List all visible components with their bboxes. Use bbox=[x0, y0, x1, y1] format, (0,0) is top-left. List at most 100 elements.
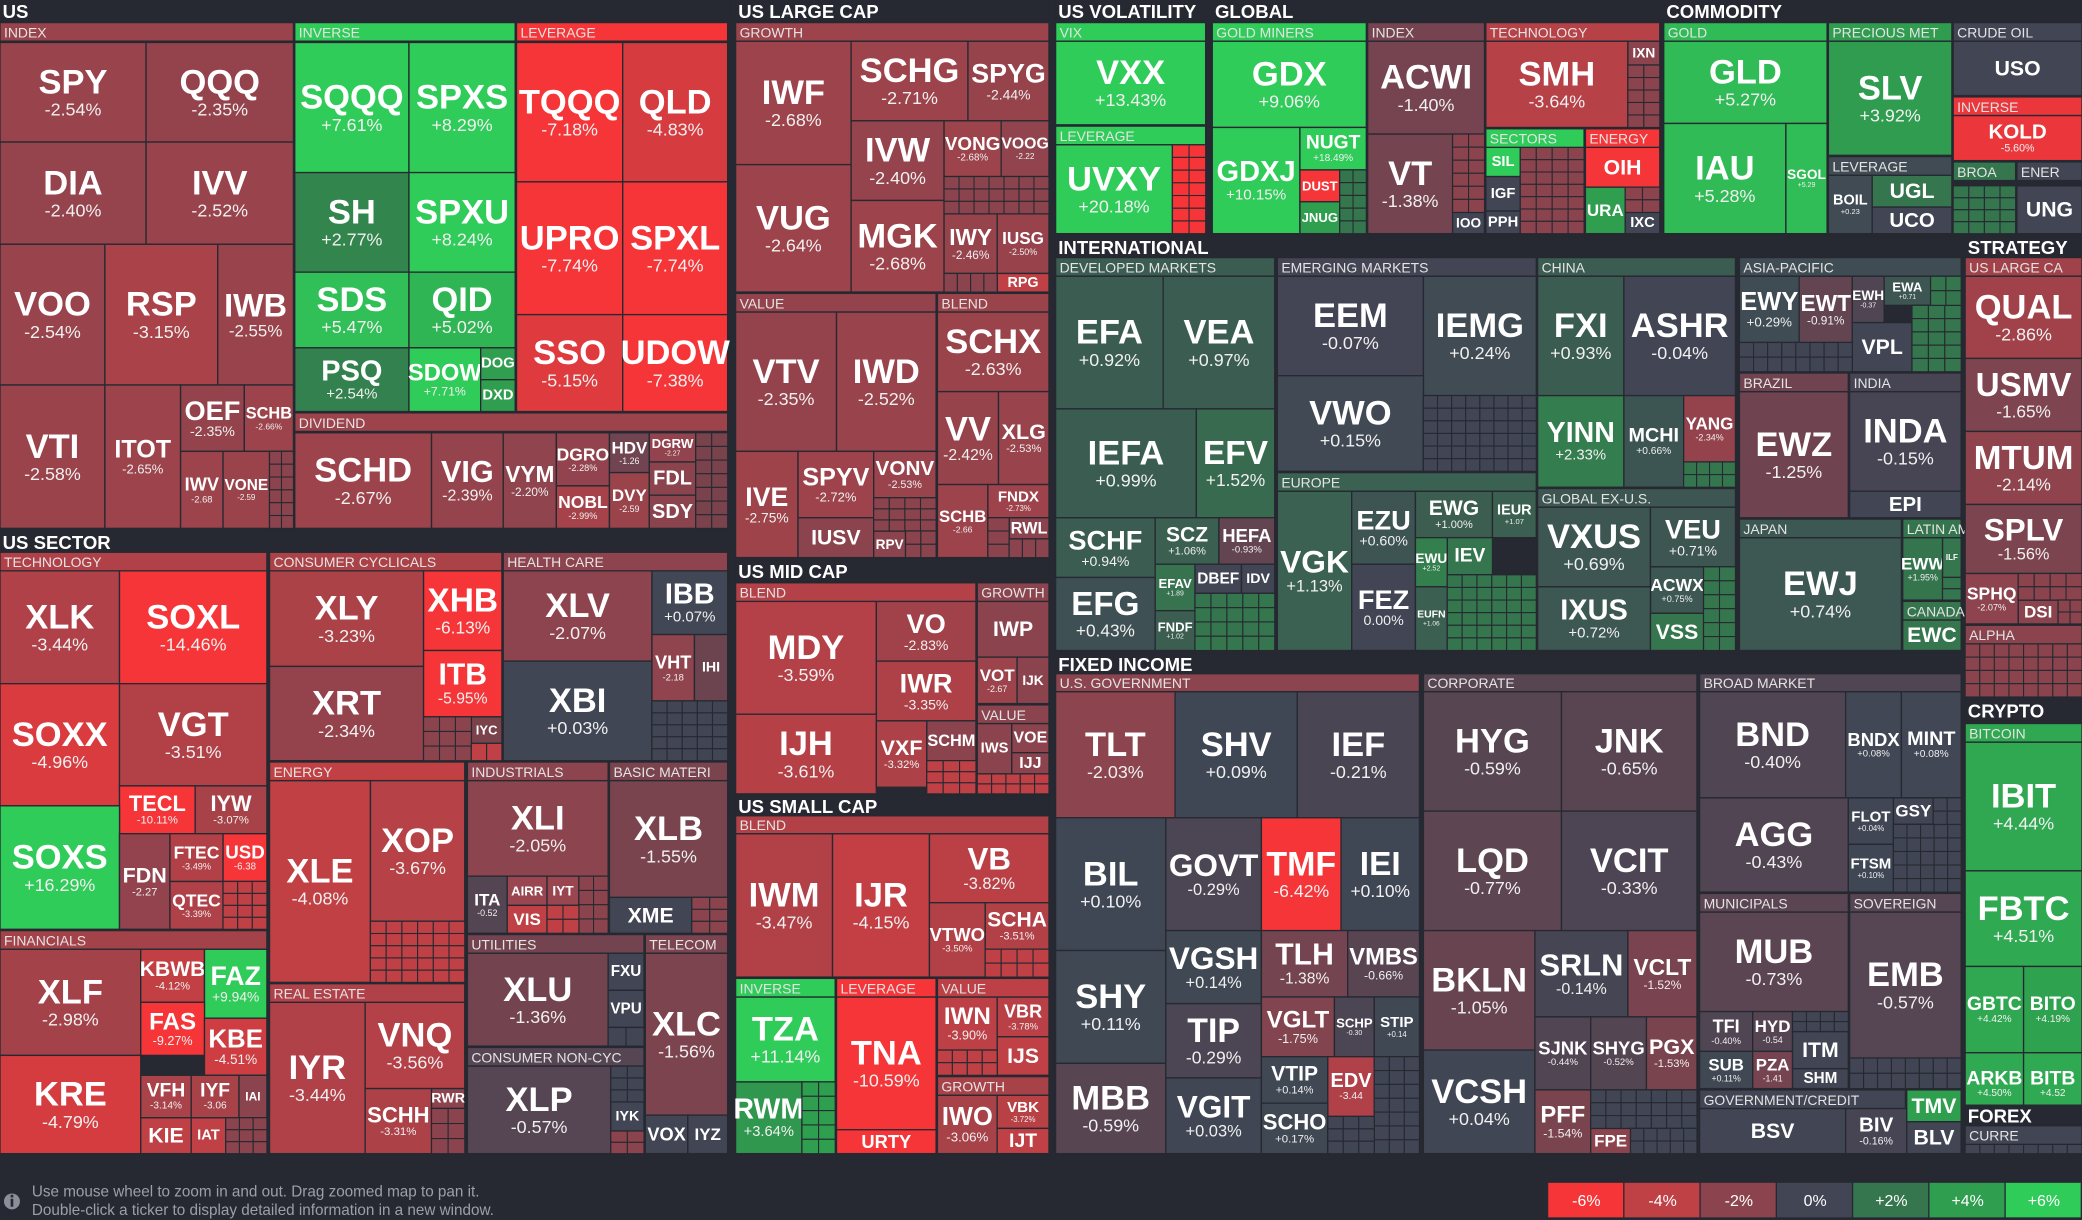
ticker-tile[interactable]: GOVT-0.29% bbox=[1165, 817, 1263, 932]
ticker-tile[interactable]: SCHO+0.17% bbox=[1260, 1102, 1329, 1155]
ticker-tile[interactable]: VOO-2.54% bbox=[0, 243, 106, 386]
ticker-tile[interactable]: XLI-2.05% bbox=[466, 779, 609, 877]
ticker-tile[interactable]: EPI bbox=[1848, 490, 1962, 519]
ticker-tile[interactable]: XOP-3.67% bbox=[369, 779, 466, 922]
ticker-tile[interactable]: FXI+0.93% bbox=[1536, 275, 1625, 397]
ticker-tile[interactable]: VO-2.83% bbox=[875, 600, 977, 662]
ticker-tile[interactable]: IHI bbox=[693, 633, 729, 702]
ticker-tile[interactable]: VV-2.42% bbox=[936, 390, 1000, 486]
ticker-tile[interactable]: SGOL+5.29 bbox=[1785, 122, 1828, 235]
ticker-tile[interactable]: IEUR+1.07 bbox=[1491, 490, 1537, 539]
ticker-tile[interactable]: HDV-1.26 bbox=[608, 432, 650, 474]
ticker-tile[interactable]: IWB-2.55% bbox=[217, 243, 295, 386]
ticker-tile[interactable]: SCZ+1.06% bbox=[1154, 517, 1220, 565]
ticker-tile[interactable]: VOT-2.67 bbox=[976, 656, 1018, 705]
ticker-tile[interactable]: IYW-3.07% bbox=[194, 785, 268, 835]
ticker-tile[interactable]: ITM bbox=[1791, 1030, 1849, 1070]
ticker-tile[interactable]: URA bbox=[1584, 186, 1626, 235]
ticker-tile[interactable]: IJT bbox=[996, 1127, 1050, 1155]
ticker-tile[interactable]: IEMG+0.24% bbox=[1422, 275, 1537, 397]
ticker-tile[interactable]: SIL bbox=[1485, 146, 1522, 178]
ticker-tile[interactable]: IWM-3.47% bbox=[734, 833, 834, 978]
ticker-tile[interactable]: VTV-2.35% bbox=[734, 311, 838, 453]
ticker-tile[interactable]: BIV-0.16% bbox=[1844, 1107, 1908, 1155]
ticker-tile[interactable]: VEU+0.71% bbox=[1649, 506, 1737, 568]
ticker-tile[interactable]: DBEF bbox=[1194, 563, 1243, 595]
ticker-tile[interactable]: VB-3.82% bbox=[928, 833, 1050, 904]
ticker-tile[interactable]: BLV bbox=[1906, 1121, 1962, 1155]
ticker-tile[interactable]: FBTC+4.51% bbox=[1964, 870, 2082, 968]
ticker-tile[interactable]: VPL bbox=[1851, 321, 1913, 373]
ticker-tile[interactable]: EUFN+1.06 bbox=[1414, 586, 1448, 652]
ticker-tile[interactable]: IWY-2.46% bbox=[943, 213, 998, 275]
ticker-tile[interactable]: HEFA-0.93% bbox=[1218, 517, 1276, 565]
ticker-tile[interactable]: IEF-0.21% bbox=[1296, 690, 1421, 819]
ticker-tile[interactable]: IEFA+0.99% bbox=[1054, 408, 1198, 519]
ticker-tile[interactable]: EDV-3.44 bbox=[1327, 1056, 1375, 1118]
ticker-tile[interactable]: QQQ-2.35% bbox=[145, 41, 295, 143]
ticker-tile[interactable]: VBR-3.78% bbox=[996, 996, 1050, 1038]
ticker-tile[interactable]: BITO+4.19% bbox=[2022, 965, 2082, 1054]
ticker-tile[interactable]: VPU bbox=[607, 989, 645, 1029]
ticker-tile[interactable]: SRLN-0.14% bbox=[1534, 929, 1629, 1018]
ticker-tile[interactable]: OEF-2.35% bbox=[179, 384, 245, 453]
ticker-tile[interactable]: IJK bbox=[1016, 656, 1050, 705]
ticker-tile[interactable]: SPY-2.54% bbox=[0, 41, 147, 143]
ticker-tile[interactable]: IEI+0.10% bbox=[1340, 817, 1421, 932]
ticker-tile[interactable]: FTSM+0.10% bbox=[1847, 843, 1895, 893]
ticker-tile[interactable]: BSV bbox=[1698, 1107, 1847, 1155]
ticker-tile[interactable]: UDOW-7.38% bbox=[621, 313, 731, 413]
ticker-tile[interactable]: VXX+13.43% bbox=[1054, 40, 1207, 126]
ticker-tile[interactable]: JNK-0.65% bbox=[1560, 690, 1698, 812]
ticker-tile[interactable]: URTY bbox=[835, 1129, 937, 1155]
ticker-tile[interactable]: UPRO-7.74% bbox=[515, 181, 624, 316]
ticker-tile[interactable]: RWM+3.64% bbox=[734, 1081, 804, 1155]
ticker-tile[interactable]: VSS bbox=[1649, 612, 1705, 652]
ticker-tile[interactable]: VOX bbox=[644, 1114, 689, 1155]
ticker-tile[interactable]: OIH bbox=[1584, 146, 1661, 188]
ticker-tile[interactable]: EEM-0.07% bbox=[1276, 275, 1425, 377]
ticker-tile[interactable]: MGK-2.68% bbox=[850, 199, 945, 293]
ticker-tile[interactable]: SHM bbox=[1791, 1067, 1849, 1090]
ticker-tile[interactable]: IOO bbox=[1451, 211, 1486, 235]
ticker-tile[interactable]: SDY bbox=[648, 494, 697, 530]
ticker-tile[interactable]: VCSH+0.04% bbox=[1422, 1049, 1536, 1155]
ticker-tile[interactable]: MTUM-2.14% bbox=[1964, 430, 2082, 506]
ticker-tile[interactable]: FLOT+0.04% bbox=[1847, 797, 1895, 845]
ticker-tile[interactable]: VEA+0.97% bbox=[1162, 275, 1276, 410]
ticker-tile[interactable]: KBWB-4.12% bbox=[140, 948, 206, 1003]
ticker-tile[interactable]: IWF-2.68% bbox=[734, 40, 852, 166]
ticker-tile[interactable]: VOE bbox=[1011, 722, 1050, 754]
ticker-tile[interactable]: LQD-0.77% bbox=[1422, 810, 1563, 932]
ticker-tile[interactable]: EMB-0.57% bbox=[1848, 911, 1962, 1059]
ticker-tile[interactable]: GDXJ+10.15% bbox=[1211, 126, 1301, 235]
ticker-tile[interactable]: XLP-0.57% bbox=[466, 1065, 612, 1155]
ticker-tile[interactable]: GDX+9.06% bbox=[1211, 40, 1367, 129]
ticker-tile[interactable]: FDN-2.27 bbox=[118, 833, 171, 930]
ticker-tile[interactable]: SHY+0.11% bbox=[1054, 949, 1167, 1065]
ticker-tile[interactable]: SCHM bbox=[926, 720, 977, 762]
ticker-tile[interactable]: XLU-1.36% bbox=[466, 952, 609, 1047]
ticker-tile[interactable]: RWL bbox=[1008, 517, 1050, 540]
ticker-tile[interactable]: IVW-2.40% bbox=[850, 120, 945, 202]
ticker-tile[interactable]: VT-1.38% bbox=[1366, 133, 1454, 235]
ticker-tile[interactable]: TMV bbox=[1906, 1089, 1962, 1123]
ticker-tile[interactable]: FAS-9.27% bbox=[140, 1001, 206, 1057]
ticker-tile[interactable]: DUST bbox=[1299, 169, 1341, 203]
ticker-tile[interactable]: ITOT-2.65% bbox=[104, 384, 182, 530]
ticker-tile[interactable]: KBE-4.51% bbox=[203, 1017, 268, 1076]
ticker-tile[interactable]: IXC bbox=[1624, 211, 1661, 235]
ticker-tile[interactable]: IWN-3.90% bbox=[936, 996, 998, 1051]
ticker-tile[interactable]: KOLD-5.60% bbox=[1952, 114, 2082, 162]
ticker-tile[interactable]: STIP+0.14 bbox=[1373, 996, 1421, 1058]
ticker-tile[interactable]: IVV-2.52% bbox=[145, 141, 295, 245]
ticker-tile[interactable]: TECL-10.11% bbox=[118, 785, 196, 835]
ticker-tile[interactable]: DGRW-2.27 bbox=[648, 432, 697, 463]
ticker-tile[interactable]: VXF-3.32% bbox=[875, 720, 928, 788]
ticker-tile[interactable]: EWT-0.91% bbox=[1798, 275, 1853, 344]
ticker-tile[interactable]: IYT bbox=[546, 875, 580, 907]
ticker-tile[interactable]: PPH bbox=[1485, 210, 1522, 235]
ticker-tile[interactable]: VOOG-2.22 bbox=[1000, 120, 1050, 178]
ticker-tile[interactable]: IWV-2.68 bbox=[179, 450, 224, 530]
ticker-tile[interactable]: IXUS+0.72% bbox=[1536, 586, 1652, 652]
